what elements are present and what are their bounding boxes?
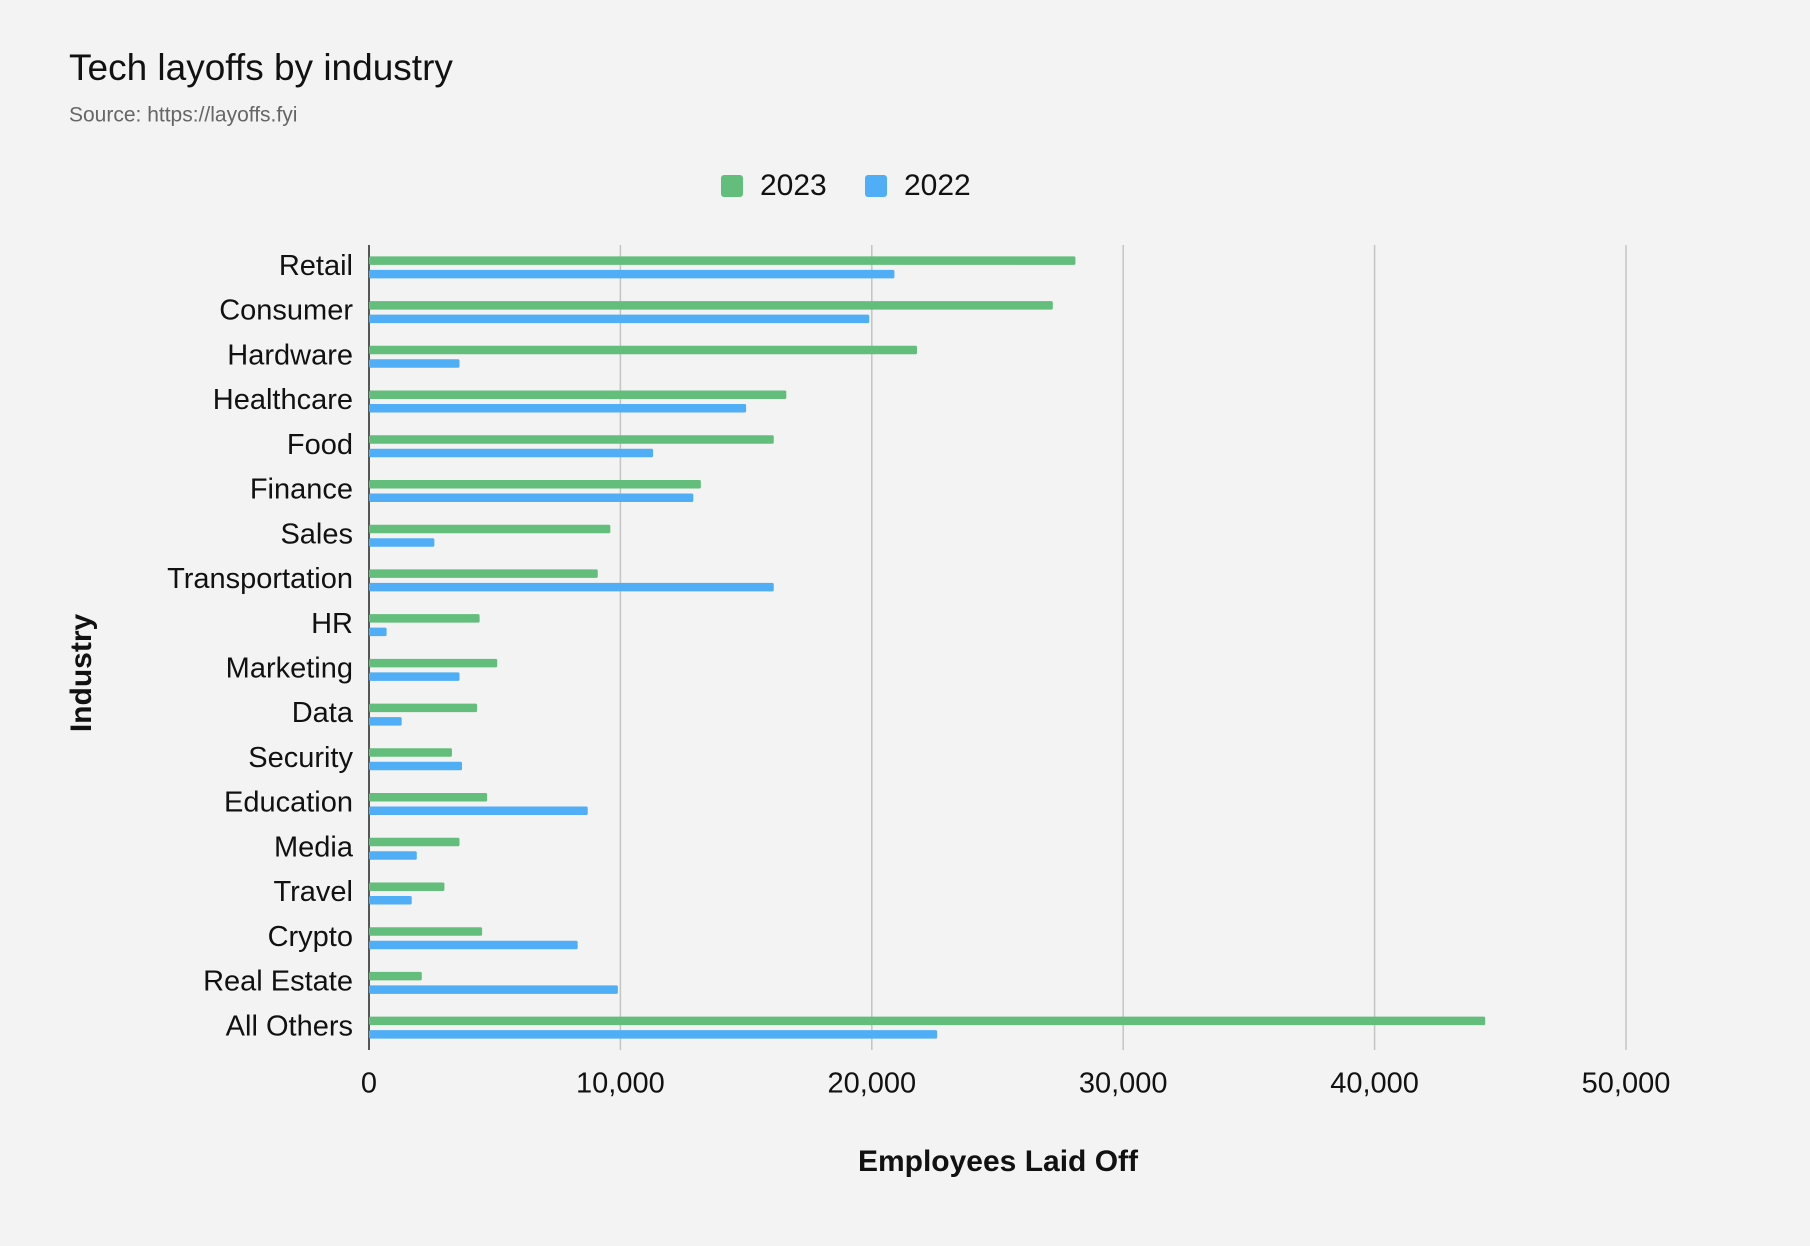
y-tick-label: Security xyxy=(248,742,353,774)
bar xyxy=(369,448,654,458)
bar xyxy=(369,435,774,444)
bar xyxy=(369,301,1053,310)
x-tick-label: 30,000 xyxy=(1079,1068,1168,1100)
bar xyxy=(369,717,402,726)
bar xyxy=(369,479,701,489)
y-tick-label: Data xyxy=(292,697,354,729)
bar xyxy=(369,404,747,413)
y-tick-label: Education xyxy=(224,787,353,819)
bar xyxy=(369,703,478,713)
bar xyxy=(369,658,498,668)
y-tick-label: Sales xyxy=(280,518,353,550)
bar xyxy=(369,837,460,847)
y-tick-label: Media xyxy=(274,831,354,863)
y-tick-label: Retail xyxy=(279,250,353,282)
bar xyxy=(369,256,1076,265)
y-tick-label: Crypto xyxy=(268,921,353,953)
bar xyxy=(369,538,435,547)
bar xyxy=(369,614,480,623)
x-tick-label: 40,000 xyxy=(1330,1068,1419,1100)
x-tick-label: 10,000 xyxy=(576,1068,665,1100)
y-tick-label: HR xyxy=(311,608,353,640)
bar xyxy=(369,359,460,368)
y-tick-label: Hardware xyxy=(227,339,353,371)
x-tick-label: 0 xyxy=(361,1068,377,1100)
legend-swatch xyxy=(721,175,743,197)
y-tick-label: Travel xyxy=(274,876,354,908)
bar xyxy=(369,971,422,981)
bar xyxy=(369,882,445,891)
y-tick-label: Real Estate xyxy=(203,966,353,998)
bar xyxy=(369,761,463,771)
x-axis-title: Employees Laid Off xyxy=(858,1145,1139,1178)
bar xyxy=(369,314,870,324)
legend-label: 2022 xyxy=(904,169,971,202)
bar xyxy=(369,927,483,936)
x-tick-label: 20,000 xyxy=(827,1068,916,1100)
bar xyxy=(369,390,787,400)
chart-subtitle: Source: https://layoffs.fyi xyxy=(69,104,297,127)
bar xyxy=(369,627,387,637)
bar xyxy=(369,748,452,757)
y-tick-label: Marketing xyxy=(226,653,353,685)
bar xyxy=(369,582,774,592)
y-tick-label: Consumer xyxy=(219,295,353,327)
y-tick-label: Food xyxy=(287,429,353,461)
chart-title: Tech layoffs by industry xyxy=(69,47,453,88)
bar xyxy=(369,524,611,534)
bar xyxy=(369,345,918,355)
bar xyxy=(369,569,598,578)
y-tick-label: Transportation xyxy=(167,563,353,595)
bar xyxy=(369,793,488,802)
bar xyxy=(369,985,618,994)
bar xyxy=(369,895,412,905)
bar xyxy=(369,940,578,950)
bar xyxy=(369,493,694,502)
bar xyxy=(369,1030,938,1039)
x-tick-label: 50,000 xyxy=(1582,1068,1671,1100)
bar xyxy=(369,269,895,279)
y-tick-label: All Others xyxy=(226,1010,353,1042)
bar xyxy=(369,1016,1486,1026)
y-tick-label: Healthcare xyxy=(213,384,353,416)
bar xyxy=(369,851,417,860)
bar xyxy=(369,672,460,681)
legend-swatch xyxy=(865,175,887,197)
legend-label: 2023 xyxy=(760,169,827,202)
y-tick-label: Finance xyxy=(250,474,353,506)
bar xyxy=(369,806,588,816)
y-axis-title: Industry xyxy=(65,614,98,733)
